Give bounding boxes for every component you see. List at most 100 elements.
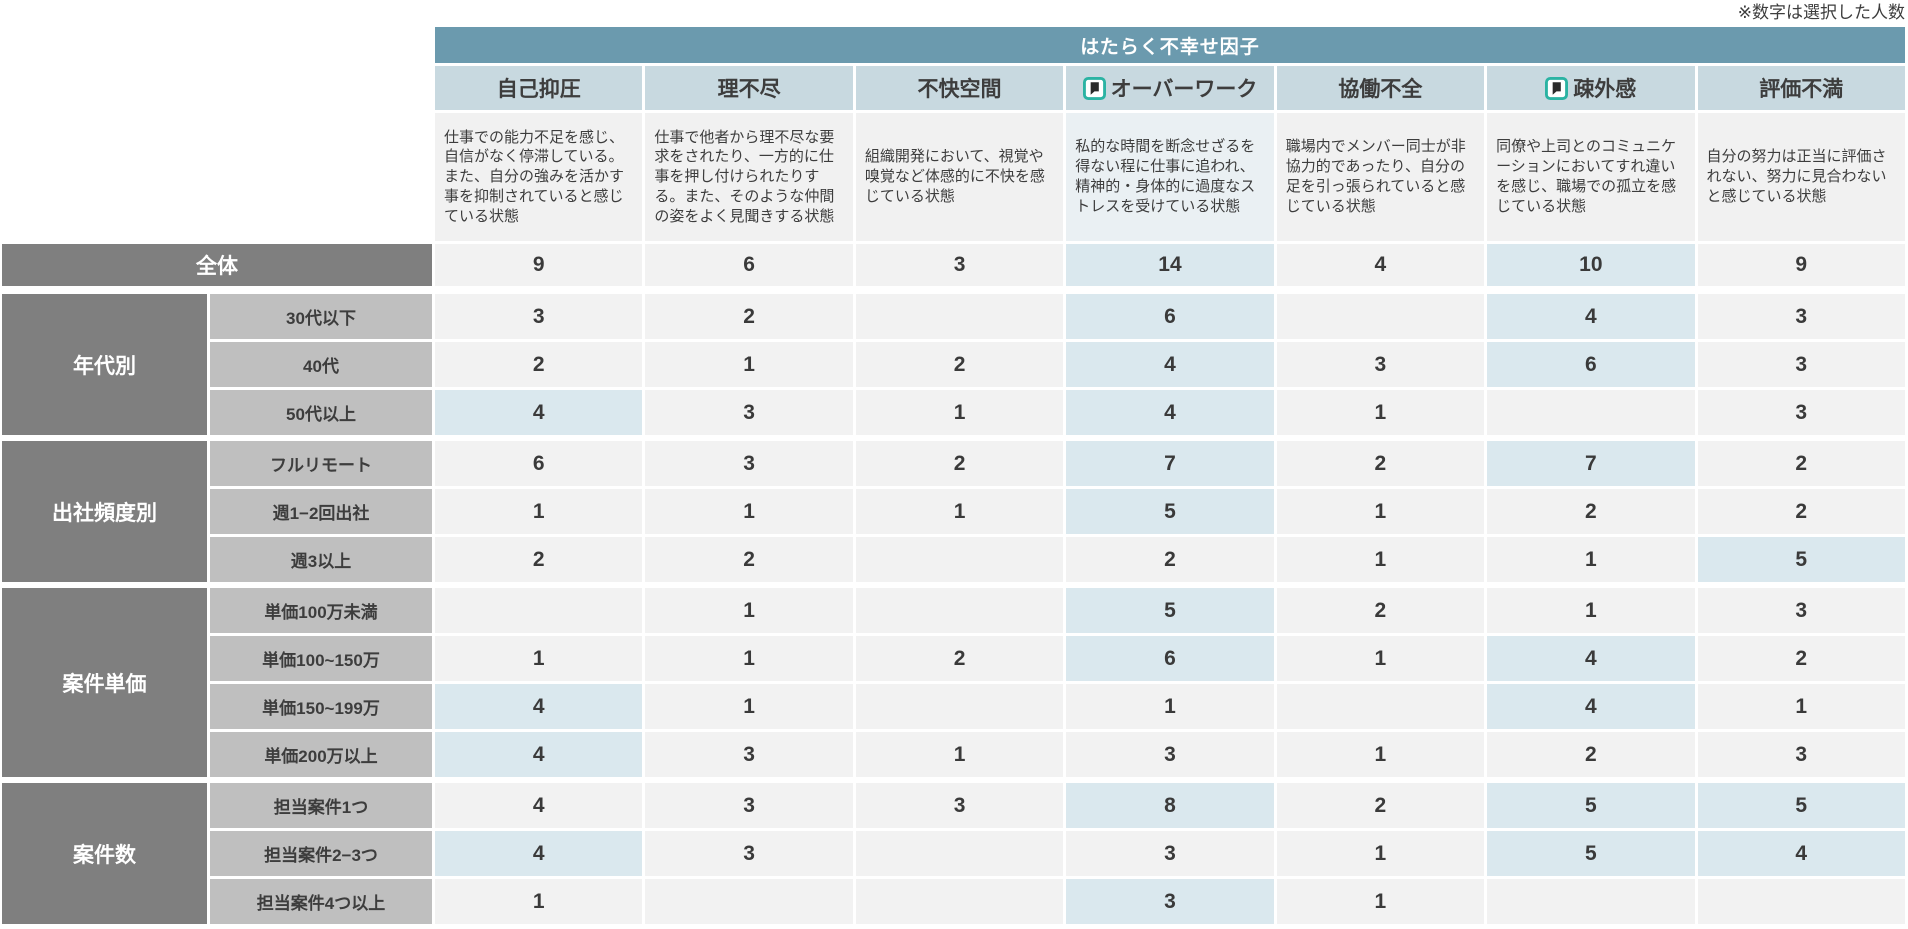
data-cell: 1 xyxy=(1487,537,1695,582)
data-cell: 1 xyxy=(645,684,853,729)
data-cell: 1 xyxy=(435,879,643,924)
data-cell: 2 xyxy=(1276,588,1485,633)
row-label: 週1−2回出社 xyxy=(210,489,432,534)
group-label: 年代別 xyxy=(2,294,207,435)
group-block: 案件数 担当案件1つ 4 3 3 8 2 5 5 担当案件2−3つ 4 3 3 1 5 4 担当案件4つ以上 1 3… xyxy=(2,783,1905,924)
data-cell: 1 xyxy=(1276,879,1485,924)
total-data-cell: 4 xyxy=(1276,244,1485,286)
data-cell: 4 xyxy=(1487,636,1695,681)
data-cell: 4 xyxy=(1066,342,1274,387)
data-cell: 1 xyxy=(1276,537,1485,582)
data-cell: 1 xyxy=(435,636,643,681)
column-header-6: 疎外感 xyxy=(1487,66,1695,110)
data-cell: 1 xyxy=(855,489,1064,534)
column-description-1: 仕事での能力不足を感じ、自信がなく停滞している。また、自分の強みを活かす事を抑制… xyxy=(435,113,643,241)
data-cell: 4 xyxy=(435,390,643,435)
total-data-cell: 9 xyxy=(435,244,643,286)
data-cell: 1 xyxy=(1276,831,1485,876)
data-cell: 4 xyxy=(435,732,643,777)
data-cell xyxy=(1487,879,1695,924)
table-row: 50代以上 4 3 1 4 1 3 xyxy=(210,390,1905,435)
data-cell: 1 xyxy=(645,588,853,633)
data-cell: 1 xyxy=(1066,684,1274,729)
category-groups: 年代別 30代以下 3 2 6 4 3 40代 2 1 2 4 3 6 3 50代以上 4 3 1 4 1 3 出社頻度別フ… xyxy=(2,294,1905,924)
table-title-band: はたらく不幸せ因子 xyxy=(435,27,1905,63)
band-left-spacer xyxy=(2,27,432,63)
comment-indicator-icon xyxy=(1082,76,1106,100)
data-cell: 1 xyxy=(1276,489,1485,534)
group-block: 年代別 30代以下 3 2 6 4 3 40代 2 1 2 4 3 6 3 50代以上 4 3 1 4 1 3 xyxy=(2,294,1905,435)
row-label: 単価100~150万 xyxy=(210,636,432,681)
data-cell: 3 xyxy=(1276,342,1485,387)
data-cell: 1 xyxy=(1276,732,1485,777)
data-cell: 5 xyxy=(1487,831,1695,876)
total-row-label: 全体 xyxy=(2,244,432,286)
data-cell xyxy=(1487,390,1695,435)
group-label: 出社頻度別 xyxy=(2,441,207,582)
data-cell: 2 xyxy=(855,441,1064,486)
column-description-6: 同僚や上司とのコミュニケーションにおいてすれ違いを感じ、職場での孤立を感じている… xyxy=(1487,113,1695,241)
data-cell: 3 xyxy=(1697,732,1905,777)
column-header-label: 疎外感 xyxy=(1573,78,1637,101)
description-left-spacer xyxy=(2,113,432,241)
data-cell xyxy=(645,879,853,924)
data-cell: 4 xyxy=(1066,390,1274,435)
data-cell: 3 xyxy=(645,732,853,777)
data-cell xyxy=(1697,879,1905,924)
table-row: 担当案件4つ以上 1 3 1 xyxy=(210,879,1905,924)
row-label: 週3以上 xyxy=(210,537,432,582)
data-cell: 5 xyxy=(1066,588,1274,633)
data-cell: 5 xyxy=(1487,783,1695,828)
column-header-label: 自己抑圧 xyxy=(496,78,581,101)
data-cell: 2 xyxy=(1276,441,1485,486)
data-cell: 1 xyxy=(855,732,1064,777)
data-cell: 2 xyxy=(1276,783,1485,828)
data-cell: 1 xyxy=(435,489,643,534)
row-label: 担当案件1つ xyxy=(210,783,432,828)
data-cell: 6 xyxy=(1066,294,1274,339)
data-cell: 3 xyxy=(1697,588,1905,633)
row-label: 担当案件2−3つ xyxy=(210,831,432,876)
data-cell xyxy=(1276,684,1485,729)
data-cell: 1 xyxy=(1487,588,1695,633)
data-cell: 6 xyxy=(435,441,643,486)
table-row: 30代以下 3 2 6 4 3 xyxy=(210,294,1905,339)
data-cell: 7 xyxy=(1487,441,1695,486)
data-cell xyxy=(855,537,1064,582)
table-row: 40代 2 1 2 4 3 6 3 xyxy=(210,342,1905,387)
table-row: 単価150~199万 4 1 1 4 1 xyxy=(210,684,1905,729)
total-data-cell: 10 xyxy=(1487,244,1695,286)
data-cell: 5 xyxy=(1697,783,1905,828)
data-cell: 4 xyxy=(1487,294,1695,339)
data-cell: 1 xyxy=(645,489,853,534)
column-header-label: オーバーワーク xyxy=(1110,78,1258,101)
data-cell: 4 xyxy=(1487,684,1695,729)
data-cell: 5 xyxy=(1697,537,1905,582)
data-cell: 7 xyxy=(1066,441,1274,486)
data-cell: 6 xyxy=(1066,636,1274,681)
data-cell: 1 xyxy=(1697,684,1905,729)
data-cell: 2 xyxy=(645,537,853,582)
data-cell: 2 xyxy=(1697,441,1905,486)
data-cell: 3 xyxy=(645,441,853,486)
data-cell: 3 xyxy=(1066,831,1274,876)
data-cell: 3 xyxy=(1066,879,1274,924)
factor-description-row: 仕事での能力不足を感じ、自信がなく停滞している。また、自分の強みを活かす事を抑制… xyxy=(2,113,1905,241)
column-description-5: 職場内でメンバー同士が非協力的であったり、自分の足を引っ張られていると感じている… xyxy=(1276,113,1485,241)
data-cell: 2 xyxy=(435,537,643,582)
group-rows: フルリモート 6 3 2 7 2 7 2 週1−2回出社 1 1 1 5 1 2 2 週3以上 2 2 2 1 1 5 xyxy=(210,441,1905,582)
row-label: 単価200万以上 xyxy=(210,732,432,777)
total-data-cell: 9 xyxy=(1697,244,1905,286)
table-row: フルリモート 6 3 2 7 2 7 2 xyxy=(210,441,1905,486)
data-cell: 1 xyxy=(645,636,853,681)
title-band-row: はたらく不幸せ因子 xyxy=(2,27,1905,63)
row-label: 30代以下 xyxy=(210,294,432,339)
data-cell: 3 xyxy=(855,783,1064,828)
data-cell: 8 xyxy=(1066,783,1274,828)
column-description-3: 組織開発において、視覚や嗅覚など体感的に不快を感じている状態 xyxy=(855,113,1064,241)
group-rows: 単価100万未満 1 5 2 1 3 単価100~150万 1 1 2 6 1 4 2 単価150~199万… xyxy=(210,588,1905,777)
row-label: 40代 xyxy=(210,342,432,387)
column-header-2: 理不尽 xyxy=(645,66,853,110)
column-description-7: 自分の努力は正当に評価されない、努力に見合わないと感じている状態 xyxy=(1697,113,1905,241)
